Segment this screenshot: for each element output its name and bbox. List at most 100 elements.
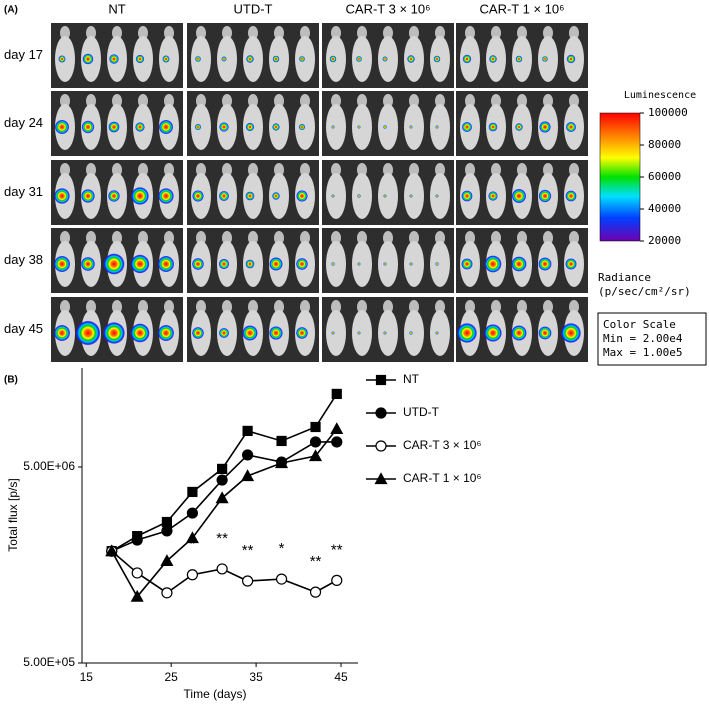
signal <box>81 120 95 134</box>
mouse-body <box>352 173 372 219</box>
marker <box>185 531 199 544</box>
legend-label: CAR-T 1 × 10⁶ <box>403 471 481 485</box>
legend-label: NT <box>403 372 420 386</box>
signal <box>245 259 255 269</box>
row-label: day 24 <box>4 115 43 130</box>
color-scale-max: Max = 1.00e5 <box>603 346 682 359</box>
mouse-head <box>248 94 258 108</box>
mouse-head <box>435 26 445 40</box>
marker <box>130 589 144 602</box>
marker <box>131 567 143 579</box>
row-label: day 45 <box>4 321 43 336</box>
mouse-head <box>331 94 341 108</box>
mouse-head <box>491 94 501 108</box>
signal <box>130 254 150 274</box>
marker <box>105 544 119 557</box>
mouse-head <box>248 300 258 314</box>
mouse-head <box>491 300 501 314</box>
mouse-head <box>138 231 148 245</box>
signal <box>109 54 119 64</box>
signal <box>246 55 254 63</box>
signal <box>357 125 361 129</box>
mouse-body <box>326 310 346 356</box>
mouse-head <box>517 94 527 108</box>
panel-label: (A) <box>4 5 18 16</box>
mouse-body <box>430 104 450 150</box>
mouse-head <box>409 94 419 108</box>
marker <box>216 474 228 486</box>
mouse-head <box>465 300 475 314</box>
signal <box>103 253 125 275</box>
mouse-head <box>517 300 527 314</box>
color-scale-box <box>597 312 707 366</box>
signal <box>538 257 552 271</box>
mouse-head <box>543 231 553 245</box>
signal <box>511 325 527 341</box>
signal <box>192 327 204 339</box>
mouse-body <box>295 36 315 82</box>
colorbar <box>599 112 641 242</box>
column-header: CAR-T 1 × 10⁶ <box>480 1 565 16</box>
y-tick-label: 5.00E+05 <box>23 655 75 669</box>
signal <box>272 123 280 131</box>
signal <box>82 53 94 65</box>
mouse-head <box>300 300 310 314</box>
legend-label: UTD-T <box>403 405 440 419</box>
signal <box>484 324 502 342</box>
mouse-head <box>164 300 174 314</box>
signal <box>218 258 230 270</box>
mouse-head <box>409 26 419 40</box>
marker <box>242 575 254 587</box>
marker <box>242 449 254 461</box>
mouse-body <box>430 173 450 219</box>
mouse-head <box>86 26 96 40</box>
signal <box>539 121 551 133</box>
marker <box>186 569 198 581</box>
signal <box>54 188 70 204</box>
signal <box>159 120 173 134</box>
colorbar-title: Luminescence <box>624 90 696 101</box>
mouse-head <box>274 163 284 177</box>
mouse-body <box>352 310 372 356</box>
mouse-head <box>331 231 341 245</box>
mouse-body <box>352 104 372 150</box>
mouse-body <box>326 104 346 150</box>
signal <box>135 54 145 64</box>
marker <box>276 435 287 447</box>
mouse-head <box>300 163 310 177</box>
mouse-head <box>196 163 206 177</box>
marker <box>331 574 343 586</box>
mouse-head <box>60 94 70 108</box>
mouse-head <box>465 26 475 40</box>
marker <box>331 388 342 400</box>
marker <box>131 534 143 546</box>
signal <box>158 325 174 341</box>
mouse-body <box>430 241 450 287</box>
marker <box>186 507 198 519</box>
signal <box>383 194 387 198</box>
mouse-head <box>517 231 527 245</box>
marker <box>375 407 387 419</box>
signal <box>331 194 335 198</box>
signal <box>515 123 523 131</box>
marker <box>309 449 323 462</box>
signal <box>192 190 204 202</box>
column-header: NT <box>108 1 125 16</box>
signal <box>58 55 66 63</box>
mouse-head <box>383 26 393 40</box>
unit: (p/sec/cm²/sr) <box>598 285 691 298</box>
marker <box>375 440 387 452</box>
signal <box>242 325 258 341</box>
signal <box>515 55 523 63</box>
signal <box>296 327 308 339</box>
marker <box>161 525 173 537</box>
mouse-head <box>222 231 232 245</box>
mouse-head <box>409 231 419 245</box>
mouse-head <box>138 163 148 177</box>
mouse-head <box>517 26 527 40</box>
marker <box>241 469 255 482</box>
mouse-head <box>409 300 419 314</box>
mouse-head <box>409 163 419 177</box>
mouse-head <box>164 231 174 245</box>
column-header: CAR-T 3 × 10⁶ <box>346 1 431 16</box>
